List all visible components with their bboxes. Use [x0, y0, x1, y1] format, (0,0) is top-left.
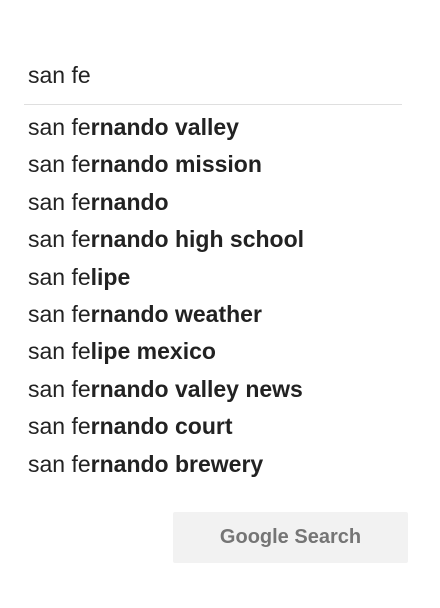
search-box [24, 48, 402, 105]
suggestion-completion-text: rnando court [90, 413, 233, 440]
suggestion-item[interactable]: san felipe [28, 259, 408, 296]
autocomplete-suggestions: san fernando valley san fernando mission… [28, 109, 408, 483]
suggestion-typed-text: san fe [28, 300, 91, 327]
suggestion-completion-text: rnando brewery [90, 450, 264, 477]
suggestion-item[interactable]: san fernando valley news [28, 371, 408, 408]
suggestion-item[interactable]: san fernando brewery [28, 446, 408, 483]
suggestion-completion-text: rnando mission [90, 151, 262, 178]
suggestion-typed-text: san fe [28, 188, 91, 215]
suggestion-item[interactable]: san fernando mission [28, 146, 408, 183]
suggestion-item[interactable]: san fernando high school [28, 221, 408, 258]
google-search-button[interactable]: Google Search [173, 512, 408, 563]
suggestion-typed-text: san fe [28, 338, 91, 365]
suggestion-typed-text: san fe [28, 450, 91, 477]
suggestion-completion-text: rnando [90, 188, 169, 215]
suggestion-completion-text: lipe [90, 263, 131, 290]
suggestion-typed-text: san fe [28, 413, 91, 440]
suggestion-item[interactable]: san felipe mexico [28, 333, 408, 370]
suggestion-item[interactable]: san fernando [28, 184, 408, 221]
search-input[interactable] [28, 58, 388, 92]
suggestion-completion-text: rnando high school [90, 226, 305, 253]
suggestion-completion-text: lipe mexico [90, 338, 216, 365]
suggestion-item[interactable]: san fernando weather [28, 296, 408, 333]
suggestion-completion-text: rnando weather [90, 300, 262, 327]
suggestion-typed-text: san fe [28, 226, 91, 253]
suggestion-typed-text: san fe [28, 263, 91, 290]
suggestion-typed-text: san fe [28, 114, 91, 140]
suggestion-typed-text: san fe [28, 151, 91, 178]
suggestion-typed-text: san fe [28, 375, 91, 402]
suggestion-item[interactable]: san fernando valley [28, 109, 408, 146]
suggestion-completion-text: rnando valley news [90, 375, 303, 402]
suggestion-completion-text: rnando valley [90, 114, 239, 140]
suggestion-item[interactable]: san fernando court [28, 408, 408, 445]
